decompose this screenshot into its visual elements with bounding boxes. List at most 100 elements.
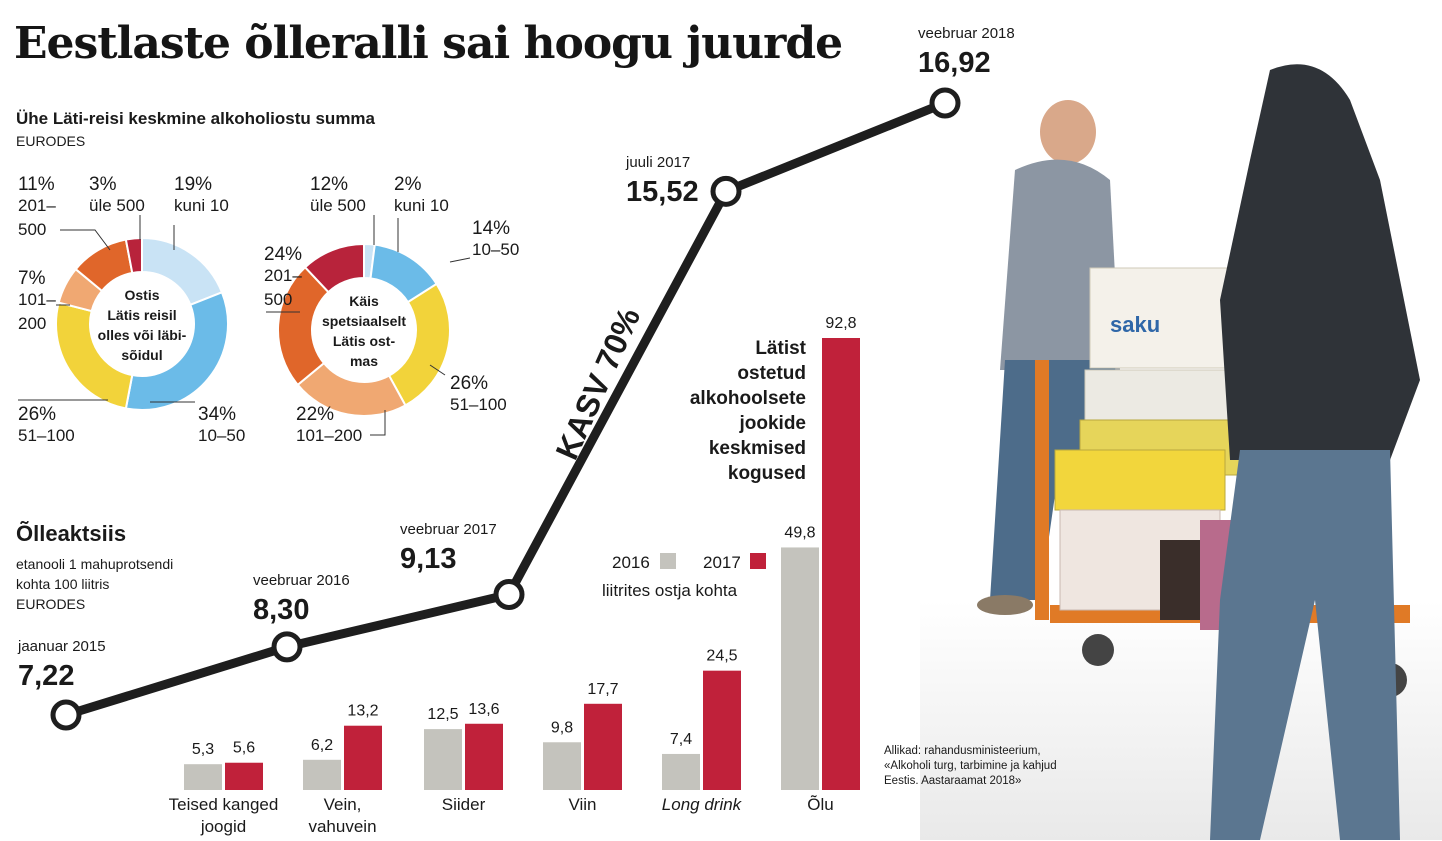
bar-chart-quantities: 5,3 5,6 Teised kanged joogid 6,2 13,2 Vein, vah… bbox=[169, 315, 860, 836]
bar bbox=[225, 762, 263, 790]
excise-date-label: veebruar 2016 bbox=[253, 572, 350, 589]
pie-slice-label: 201– bbox=[264, 266, 302, 285]
bar-value-label: 24,5 bbox=[706, 648, 737, 665]
pie-center-text: Lätis ost- bbox=[333, 333, 396, 349]
bar-category-label: Long drink bbox=[662, 795, 743, 814]
bar-section-title: Lätist bbox=[755, 338, 806, 359]
pie-slice-label: 201– bbox=[18, 196, 56, 215]
excise-subtitle-line: kohta 100 liitris bbox=[16, 576, 110, 592]
excise-unit: EURODES bbox=[16, 596, 86, 612]
excise-value-label: 8,30 bbox=[253, 594, 309, 626]
bar-category-label: Siider bbox=[442, 795, 486, 814]
bar-category-label: Teised kanged bbox=[169, 795, 279, 814]
legend-label-2016: 2016 bbox=[612, 553, 650, 572]
bar bbox=[822, 338, 860, 790]
pie-section-subtitle: Ühe Läti-reisi keskmine alkoholiostu sum… bbox=[16, 109, 376, 128]
bar bbox=[465, 723, 503, 790]
photo-shoppers-with-cart: saku bbox=[920, 64, 1442, 840]
pie-slice-percent: 12% bbox=[310, 174, 348, 195]
pie-slice-percent: 22% bbox=[296, 404, 334, 425]
excise-date-label: juuli 2017 bbox=[625, 154, 690, 171]
bar bbox=[424, 729, 462, 790]
legend-swatch-2016 bbox=[660, 553, 676, 569]
pie-slice bbox=[387, 282, 451, 407]
sources-line: Allikad: rahandusministeerium, bbox=[884, 745, 1041, 757]
bar-value-label: 17,7 bbox=[587, 681, 618, 698]
pie-slice-label: kuni 10 bbox=[394, 196, 449, 215]
excise-date-label: veebruar 2017 bbox=[400, 521, 497, 538]
excise-point bbox=[271, 631, 303, 663]
bar-category-label: Viin bbox=[568, 795, 596, 814]
pie-leader-line bbox=[429, 364, 446, 376]
bar-value-label: 13,6 bbox=[468, 701, 499, 718]
pie-leader-line bbox=[60, 229, 111, 251]
bar-category-label: vahuvein bbox=[308, 817, 376, 836]
bar-section-title: ostetud bbox=[737, 363, 806, 384]
excise-point bbox=[929, 87, 961, 119]
pie-center-text: mas bbox=[350, 353, 378, 369]
bar-section-title: alkohoolsete bbox=[690, 388, 806, 409]
bar bbox=[184, 764, 222, 790]
sources-line: Eestis. Aastaraamat 2018» bbox=[884, 775, 1022, 787]
bar bbox=[584, 703, 622, 790]
bar-value-label: 5,3 bbox=[192, 741, 214, 758]
bar-value-label: 9,8 bbox=[551, 719, 573, 736]
pie-slice-label: üle 500 bbox=[89, 196, 145, 215]
bar-value-label: 92,8 bbox=[825, 315, 856, 332]
pie-section-unit: EURODES bbox=[16, 133, 86, 149]
pie-slice-label: üle 500 bbox=[310, 196, 366, 215]
excise-date-label: jaanuar 2015 bbox=[17, 638, 106, 655]
pie-slice-percent: 26% bbox=[18, 404, 56, 425]
excise-point bbox=[50, 699, 82, 731]
pie-chart-spetsiaalselt: Käis spetsiaalselt Lätis ost-mas 2%kuni 10 1… bbox=[264, 174, 519, 445]
pie-center-text: Lätis reisil bbox=[107, 307, 176, 323]
pie-slice-label: 500 bbox=[18, 220, 46, 239]
excise-value-label: 16,92 bbox=[918, 47, 991, 79]
pie-slice-label: 51–100 bbox=[18, 426, 75, 445]
bar-section-title: kogused bbox=[728, 463, 806, 484]
pie-slice-percent: 19% bbox=[174, 174, 212, 195]
legend-label-2017: 2017 bbox=[703, 553, 741, 572]
bar bbox=[344, 725, 382, 790]
pie-slice-label: kuni 10 bbox=[174, 196, 229, 215]
bar-category-label: Õlu bbox=[807, 795, 833, 814]
bar-value-label: 49,8 bbox=[784, 524, 815, 541]
pie-slice-label: 51–100 bbox=[450, 395, 507, 414]
pie-slice-label: 500 bbox=[264, 290, 292, 309]
pie-slice-label: 101– bbox=[18, 290, 56, 309]
bar-value-label: 6,2 bbox=[311, 737, 333, 754]
bar-value-label: 13,2 bbox=[347, 703, 378, 720]
pie-center-text: sõidul bbox=[121, 347, 162, 363]
svg-text:saku: saku bbox=[1110, 312, 1160, 337]
bar-value-label: 5,6 bbox=[233, 740, 255, 757]
pie-slice bbox=[124, 291, 229, 411]
bar bbox=[781, 547, 819, 790]
bar-unit-label: liitrites ostja kohta bbox=[602, 581, 738, 600]
pie-slice-percent: 11% bbox=[18, 174, 55, 195]
pie-slice-percent: 7% bbox=[18, 268, 46, 289]
pie-center-text: spetsiaalselt bbox=[322, 313, 406, 329]
growth-label: KASV 70% bbox=[549, 302, 648, 464]
pie-slice-label: 101–200 bbox=[296, 426, 362, 445]
excise-value-label: 9,13 bbox=[400, 543, 456, 575]
legend-swatch-2017 bbox=[750, 553, 766, 569]
pie-slice-label: 200 bbox=[18, 314, 46, 333]
excise-value-label: 7,22 bbox=[18, 660, 74, 692]
pie-slice-percent: 2% bbox=[394, 174, 422, 195]
pie-slice-label: 10–50 bbox=[198, 426, 245, 445]
bar bbox=[543, 742, 581, 790]
pie-slice bbox=[303, 242, 365, 294]
excise-title: Õlleaktsiis bbox=[16, 521, 127, 546]
bar-section-title: keskmised bbox=[709, 438, 806, 459]
pie-center-text: Ostis bbox=[124, 287, 159, 303]
pie-center-text: Käis bbox=[349, 293, 379, 309]
bar-value-label: 7,4 bbox=[670, 731, 692, 748]
pie-center-text: olles või läbi- bbox=[98, 327, 187, 343]
bar-value-label: 12,5 bbox=[427, 706, 458, 723]
sources-line: «Alkoholi turg, tarbimine ja kahjud bbox=[884, 760, 1057, 772]
pie-slice-label: 10–50 bbox=[472, 240, 519, 259]
excise-point bbox=[493, 578, 525, 610]
excise-value-label: 15,52 bbox=[626, 176, 699, 208]
pie-slice-percent: 3% bbox=[89, 174, 117, 195]
